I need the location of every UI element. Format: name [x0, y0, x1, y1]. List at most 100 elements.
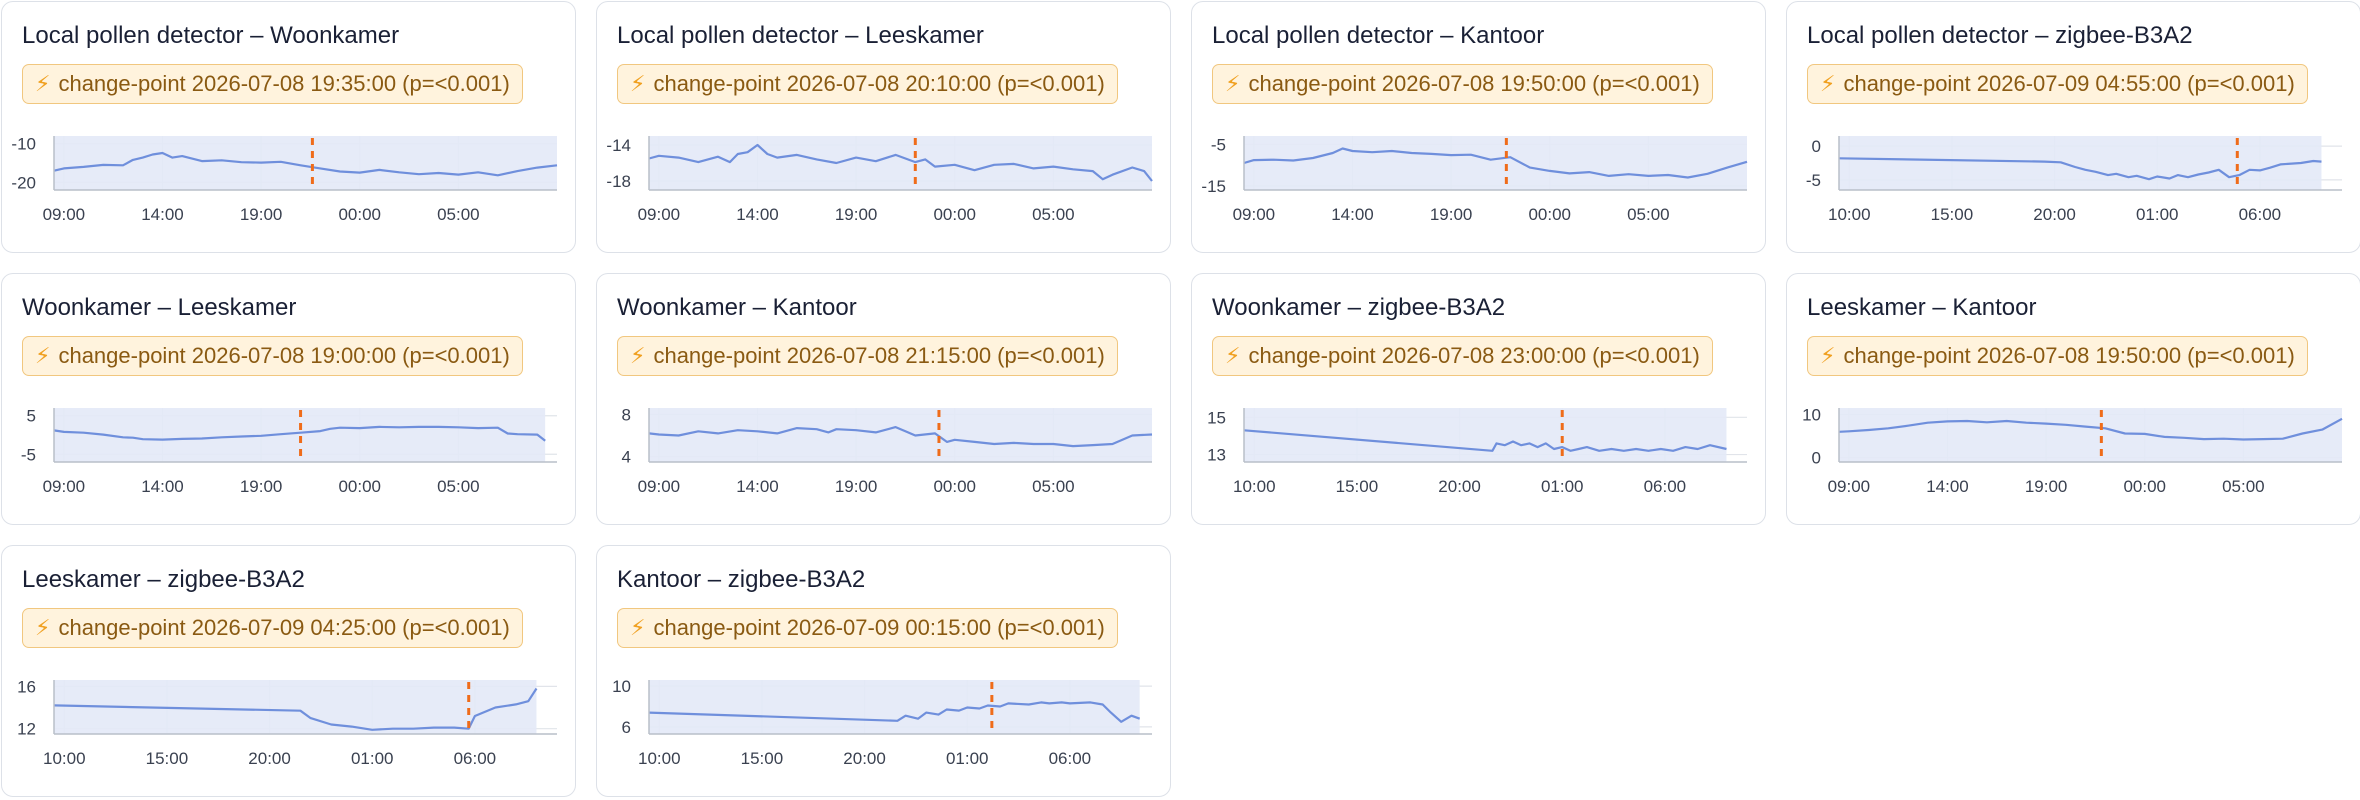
y-tick-label: 5 — [27, 407, 36, 426]
chart-title: Leeskamer – Kantoor — [1807, 294, 2037, 321]
series-line — [1838, 157, 2322, 181]
x-tick-label: 10:00 — [1233, 477, 1276, 496]
x-tick-label: 19:00 — [2025, 477, 2068, 496]
y-tick-label: -14 — [606, 136, 631, 155]
x-tick-label: 05:00 — [1032, 477, 1075, 496]
x-tick-label: 00:00 — [338, 205, 381, 224]
range-band — [1839, 408, 2342, 462]
timeseries-chart: 09:00 14:00 19:00 00:00 05:00 5 -5 — [21, 407, 557, 496]
y-tick-label: -5 — [21, 445, 36, 464]
series-line — [648, 701, 1141, 723]
y-tick-label: 6 — [622, 718, 631, 737]
timeseries-chart: 10:00 15:00 20:00 01:00 06:00 15 13 — [1207, 408, 1747, 496]
lightning-icon: ⚡ — [1820, 71, 1836, 96]
range-band — [1839, 136, 2322, 190]
x-tick-label: 14:00 — [141, 205, 184, 224]
timeseries-chart: 10:00 15:00 20:00 01:00 06:00 0 -5 — [1806, 136, 2342, 224]
chart-card: Kantoor – zigbee-B3A2 ⚡ change-point 2026-… — [596, 545, 1171, 797]
timeseries-chart: 10:00 15:00 20:00 01:00 06:00 10 6 — [612, 677, 1152, 768]
x-tick-label: 05:00 — [2222, 477, 2265, 496]
lightning-icon: ⚡ — [630, 71, 646, 96]
x-tick-label: 09:00 — [1233, 205, 1276, 224]
lightning-icon: ⚡ — [1225, 71, 1241, 96]
lightning-icon: ⚡ — [35, 615, 51, 640]
y-tick-label: 4 — [622, 448, 631, 467]
changepoint-label: change-point 2026-07-08 20:10:00 (p=<0.0… — [653, 71, 1105, 96]
x-tick-label: 15:00 — [1931, 205, 1974, 224]
chart-title: Woonkamer – Kantoor — [617, 294, 857, 321]
x-tick-label: 14:00 — [1331, 205, 1374, 224]
x-tick-label: 20:00 — [2033, 205, 2076, 224]
x-tick-label: 00:00 — [1528, 205, 1571, 224]
changepoint-badge: ⚡ change-point 2026-07-08 19:50:00 (p=<0.… — [1807, 336, 2308, 376]
series-line — [53, 425, 546, 442]
y-tick-label: -20 — [11, 173, 36, 192]
x-tick-label: 10:00 — [638, 749, 681, 768]
timeseries-chart: 10:00 15:00 20:00 01:00 06:00 16 12 — [17, 677, 557, 768]
chart-card: Woonkamer – Leeskamer ⚡ change-point 2026-… — [1, 273, 576, 525]
chart-card: Woonkamer – Kantoor ⚡ change-point 2026-07… — [596, 273, 1171, 525]
y-tick-label: 12 — [17, 720, 36, 739]
x-tick-label: 00:00 — [2123, 477, 2166, 496]
range-band — [1244, 408, 1727, 462]
x-tick-label: 09:00 — [43, 205, 86, 224]
y-tick-label: -15 — [1201, 177, 1226, 196]
changepoint-badge: ⚡ change-point 2026-07-08 20:10:00 (p=<0.… — [617, 64, 1118, 104]
x-tick-label: 00:00 — [933, 477, 976, 496]
changepoint-label: change-point 2026-07-08 19:50:00 (p=<0.0… — [1248, 71, 1700, 96]
range-band — [54, 136, 557, 190]
timeseries-chart: 09:00 14:00 19:00 00:00 05:00 -14 -18 — [606, 136, 1153, 224]
x-tick-label: 15:00 — [146, 749, 189, 768]
x-tick-label: 06:00 — [2239, 205, 2282, 224]
changepoint-label: change-point 2026-07-08 23:00:00 (p=<0.0… — [1248, 343, 1700, 368]
x-tick-label: 06:00 — [1049, 749, 1092, 768]
changepoint-badge: ⚡ change-point 2026-07-09 04:55:00 (p=<0.… — [1807, 64, 2308, 104]
lightning-icon: ⚡ — [630, 343, 646, 368]
lightning-icon: ⚡ — [35, 71, 51, 96]
changepoint-badge: ⚡ change-point 2026-07-08 19:50:00 (p=<0.… — [1212, 64, 1713, 104]
y-tick-label: -18 — [606, 172, 631, 191]
x-tick-label: 00:00 — [933, 205, 976, 224]
changepoint-badge: ⚡ change-point 2026-07-09 00:15:00 (p=<0.… — [617, 608, 1118, 648]
x-tick-label: 19:00 — [240, 477, 283, 496]
series-line — [648, 143, 1153, 182]
x-tick-label: 01:00 — [351, 749, 394, 768]
changepoint-label: change-point 2026-07-09 04:55:00 (p=<0.0… — [1843, 71, 2295, 96]
range-band — [649, 136, 1152, 190]
changepoint-label: change-point 2026-07-08 19:35:00 (p=<0.0… — [58, 71, 510, 96]
series-line — [1838, 417, 2343, 441]
timeseries-chart: 09:00 14:00 19:00 00:00 05:00 8 4 — [622, 405, 1153, 496]
x-tick-label: 01:00 — [2136, 205, 2179, 224]
lightning-icon: ⚡ — [35, 343, 51, 368]
chart-title: Woonkamer – Leeskamer — [22, 294, 297, 321]
chart-card: Leeskamer – zigbee-B3A2 ⚡ change-point 202… — [1, 545, 576, 797]
lightning-icon: ⚡ — [1820, 343, 1836, 368]
x-tick-label: 05:00 — [1627, 205, 1670, 224]
chart-card: Woonkamer – zigbee-B3A2 ⚡ change-point 202… — [1191, 273, 1766, 525]
x-tick-label: 19:00 — [1430, 205, 1473, 224]
chart-title: Local pollen detector – zigbee-B3A2 — [1807, 22, 2193, 49]
changepoint-label: change-point 2026-07-09 00:15:00 (p=<0.0… — [653, 615, 1105, 640]
range-band — [1244, 136, 1747, 190]
y-tick-label: 0 — [1812, 137, 1821, 156]
changepoint-badge: ⚡ change-point 2026-07-08 19:35:00 (p=<0.… — [22, 64, 523, 104]
chart-card: Local pollen detector – zigbee-B3A2 ⚡ chan… — [1786, 1, 2360, 253]
changepoint-badge: ⚡ change-point 2026-07-08 23:00:00 (p=<0.… — [1212, 336, 1713, 376]
x-tick-label: 19:00 — [835, 477, 878, 496]
chart-title: Leeskamer – zigbee-B3A2 — [22, 566, 305, 593]
chart-title: Local pollen detector – Leeskamer — [617, 22, 984, 49]
x-tick-label: 10:00 — [43, 749, 86, 768]
timeseries-chart: 09:00 14:00 19:00 00:00 05:00 10 0 — [1802, 405, 2343, 496]
chart-card: Local pollen detector – Leeskamer ⚡ change… — [596, 1, 1171, 253]
chart-card: Leeskamer – Kantoor ⚡ change-point 2026-07… — [1786, 273, 2360, 525]
chart-title: Woonkamer – zigbee-B3A2 — [1212, 294, 1506, 321]
y-tick-label: 13 — [1207, 446, 1226, 465]
series-line — [1243, 147, 1748, 179]
lightning-icon: ⚡ — [630, 615, 646, 640]
range-band — [649, 680, 1140, 734]
chart-card: Local pollen detector – Woonkamer ⚡ change… — [1, 1, 576, 253]
x-tick-label: 09:00 — [638, 477, 681, 496]
x-tick-label: 15:00 — [1336, 477, 1379, 496]
timeseries-chart: 09:00 14:00 19:00 00:00 05:00 -10 -20 — [11, 135, 558, 224]
